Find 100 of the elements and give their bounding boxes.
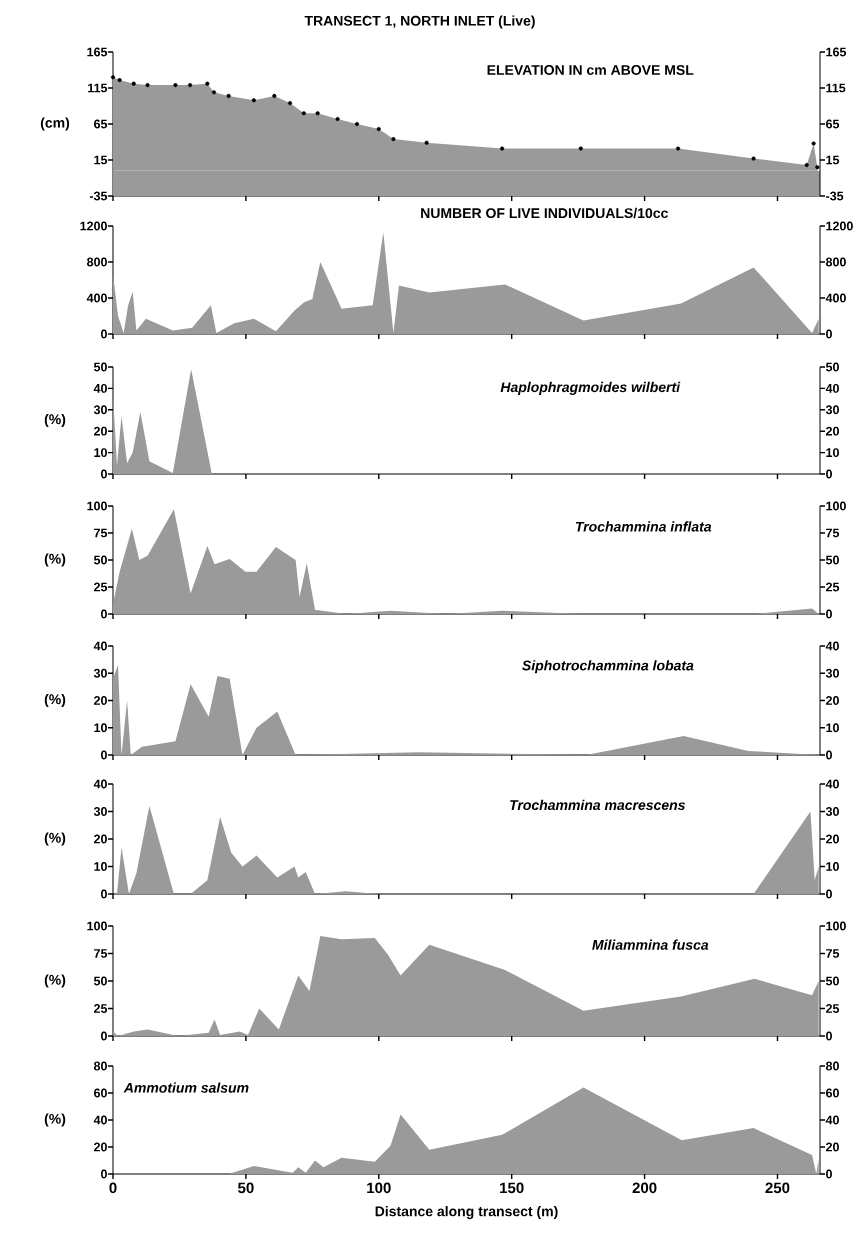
- y-tick-label: 0: [101, 1031, 107, 1041]
- text: Haplophragmoides wilberti: [500, 381, 681, 395]
- y2-tick-label: 50: [825, 976, 839, 986]
- y2-tick-label: 0: [826, 609, 832, 619]
- y2-tick-label: 15: [826, 155, 840, 165]
- y2-tick-label: 40: [825, 1115, 839, 1125]
- y2-tick-label: 50: [825, 362, 839, 372]
- x-tick-label: 0: [109, 1182, 117, 1194]
- y-tick-label: 0: [101, 889, 107, 899]
- y2-tick-label: 165: [826, 47, 847, 57]
- y2-tick-label: 100: [826, 921, 846, 931]
- y-tick-label: 60: [94, 1088, 107, 1098]
- y2-tick-label: 20: [825, 834, 839, 844]
- y2-tick-label: 75: [826, 949, 840, 958]
- y-tick-label: 80: [93, 1061, 107, 1071]
- y-tick-label: 40: [93, 383, 107, 393]
- y-tick-label: 15: [94, 155, 108, 165]
- y-tick-label: 0: [101, 1169, 107, 1179]
- y2-tick-label: 10: [826, 723, 839, 733]
- y-tick-label: 1200: [80, 221, 107, 231]
- y2-tick-label: 30: [825, 807, 839, 816]
- y-tick-label: 10: [94, 448, 107, 458]
- x-tick-label: 50: [238, 1182, 254, 1194]
- y2-tick-label: 115: [826, 83, 846, 93]
- y-tick-label: 400: [86, 293, 107, 303]
- y2-tick-label: 80: [825, 1061, 839, 1071]
- y2-tick-label: 25: [825, 1004, 840, 1013]
- y-tick-label: 115: [88, 83, 108, 93]
- text: Trochammina inflata: [575, 521, 712, 532]
- y-tick-label: 40: [93, 1115, 107, 1125]
- y2-tick-label: 50: [825, 555, 839, 565]
- y-tick-label: 10: [94, 723, 107, 733]
- chart-title: NUMBER OF LIVE INDIVIDUALS/10cc: [421, 207, 668, 219]
- chart-title: TRANSECT 1, NORTH INLET (Live): [304, 15, 535, 29]
- y2-tick-label: 10: [826, 448, 839, 458]
- y2-tick-label: 30: [825, 405, 839, 415]
- y-tick-label: 10: [94, 862, 107, 871]
- y2-tick-label: 0: [826, 750, 832, 760]
- text: Siphotrochammina lobata: [522, 660, 694, 674]
- text: Miliammina fusca: [592, 939, 709, 950]
- y2-tick-label: 0: [826, 469, 832, 479]
- y-tick-label: 20: [94, 834, 107, 844]
- y-tick-label: -35: [89, 191, 108, 201]
- x-tick-label: 250: [765, 1182, 790, 1194]
- y2-tick-label: 40: [825, 641, 839, 651]
- y-axis-title: (%): [44, 553, 66, 567]
- y-tick-label: 0: [101, 609, 107, 619]
- y-tick-label: 50: [93, 362, 107, 372]
- y-tick-label: 20: [94, 1142, 107, 1152]
- y-axis-title: (%): [44, 693, 66, 708]
- y-tick-label: 0: [101, 469, 107, 479]
- y-tick-label: 40: [93, 779, 107, 789]
- y-tick-label: 75: [94, 949, 108, 958]
- y2-tick-label: 25: [825, 582, 840, 592]
- y2-tick-label: 0: [826, 1169, 832, 1179]
- y-axis-title: (%): [44, 832, 66, 846]
- y-tick-label: 30: [93, 807, 107, 816]
- y2-tick-label: 400: [825, 293, 846, 303]
- y2-tick-label: 30: [825, 668, 839, 678]
- y-axis-title: (cm): [40, 117, 70, 131]
- y-tick-label: 25: [94, 582, 108, 592]
- y-tick-label: 50: [93, 976, 107, 986]
- x-tick-label: 200: [632, 1182, 657, 1194]
- y-tick-label: 0: [101, 329, 107, 339]
- y-tick-label: 30: [93, 668, 107, 678]
- y-tick-label: 25: [94, 1004, 108, 1013]
- x-tick-label: 100: [367, 1182, 391, 1194]
- text: ELEVATION IN cm ABOVE MSL: [487, 65, 694, 75]
- text: Ammotium salsum: [123, 1082, 249, 1093]
- y2-tick-label: 0: [826, 889, 832, 899]
- y2-tick-label: 20: [825, 426, 839, 436]
- y2-tick-label: 100: [826, 501, 846, 511]
- y-tick-label: 0: [101, 750, 107, 760]
- y2-tick-label: 800: [825, 257, 846, 267]
- y2-tick-label: 75: [826, 528, 840, 538]
- y-tick-label: 100: [87, 921, 107, 931]
- y2-tick-label: 65: [826, 119, 840, 129]
- x-tick-label: 150: [500, 1182, 524, 1194]
- y-tick-label: 20: [94, 696, 107, 705]
- y-axis-title: (%): [44, 413, 66, 428]
- y-tick-label: 800: [87, 257, 107, 267]
- y-tick-label: 100: [87, 501, 107, 511]
- y2-tick-label: 20: [825, 1142, 839, 1152]
- y2-tick-label: 10: [826, 862, 839, 871]
- y-axis-title: (%): [44, 974, 66, 988]
- x-axis-title: Distance along transect (m): [375, 1206, 558, 1220]
- y-tick-label: 65: [94, 119, 108, 129]
- y2-tick-label: 0: [826, 1031, 832, 1041]
- y-tick-label: 40: [93, 641, 107, 651]
- y2-tick-label: 40: [825, 779, 839, 789]
- y-tick-label: 75: [94, 528, 108, 538]
- y2-tick-label: 1200: [826, 221, 853, 231]
- y-axis-title: (%): [44, 1113, 66, 1127]
- y-tick-label: 50: [93, 555, 107, 565]
- y2-tick-label: -35: [826, 191, 844, 201]
- y2-tick-label: 20: [825, 696, 839, 705]
- y2-tick-label: 40: [825, 383, 839, 393]
- y-tick-label: 20: [94, 426, 107, 436]
- y2-tick-label: 60: [826, 1088, 839, 1098]
- y2-tick-label: 0: [826, 329, 832, 339]
